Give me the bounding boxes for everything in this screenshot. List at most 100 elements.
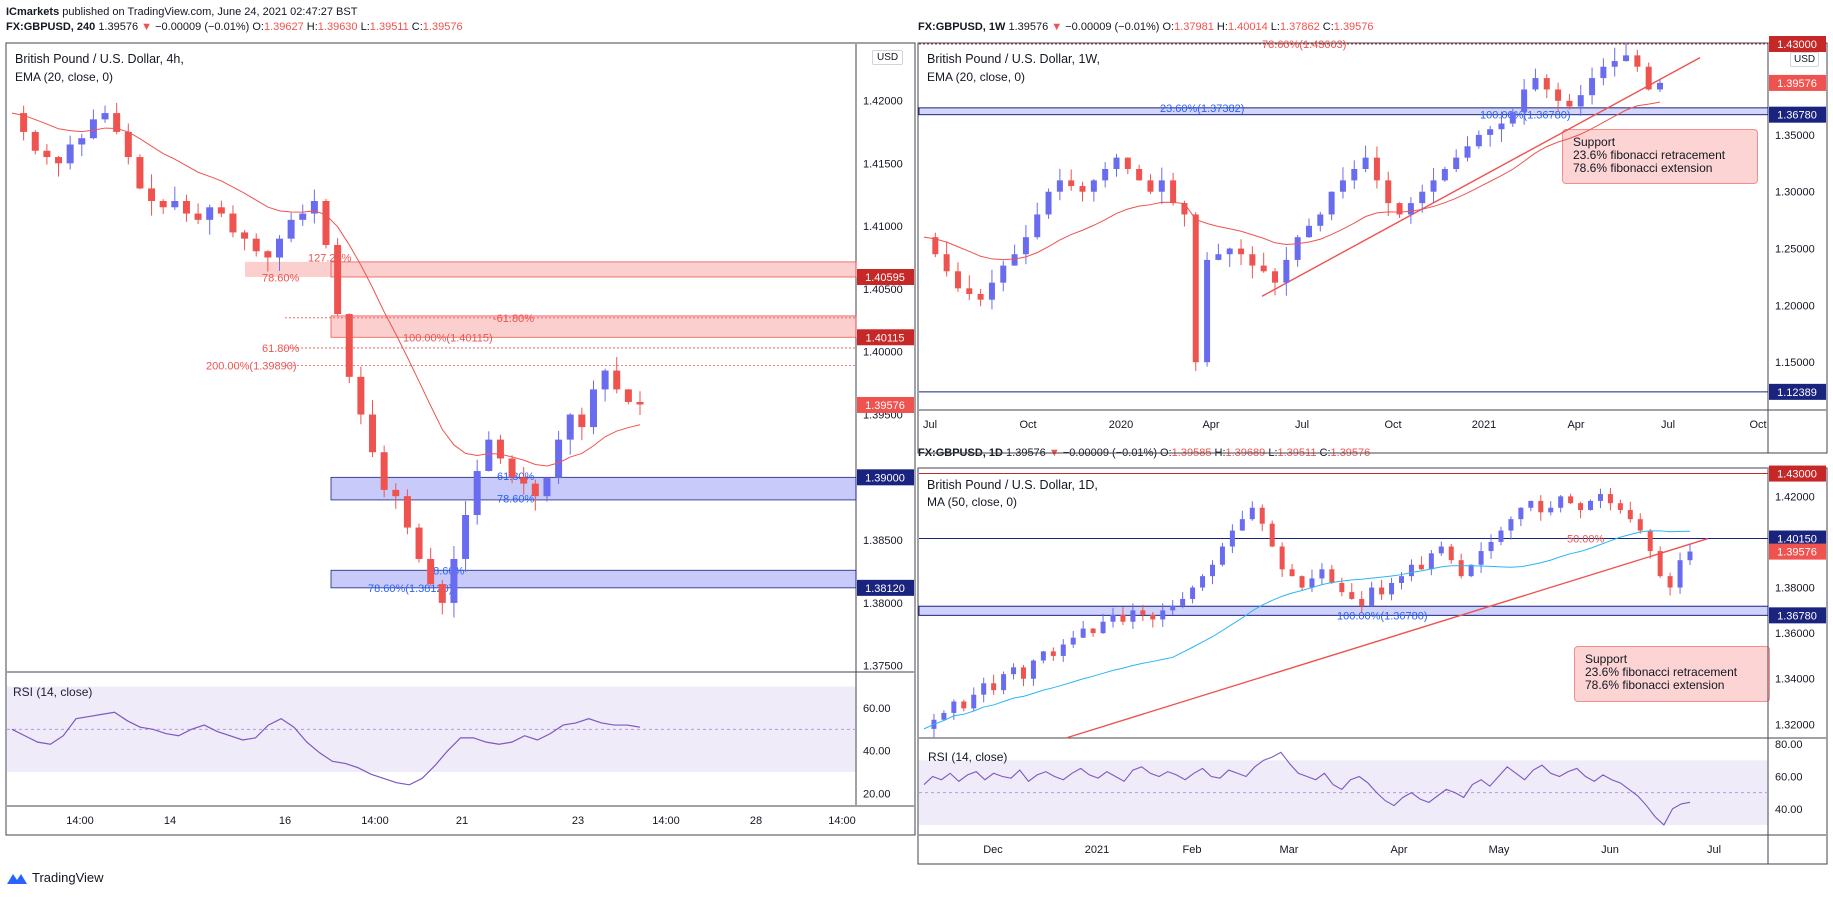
weekly-fib-label: 100.00%(1.36780) [1480, 110, 1571, 122]
left-zone [330, 315, 857, 338]
weekly-candle [1373, 157, 1380, 181]
weekly-candle [1215, 254, 1222, 260]
left-fib-label: 200.00%(1.39890) [206, 361, 297, 373]
weekly-candle [1068, 180, 1075, 187]
daily-annotation-line1: Support [1585, 652, 1628, 666]
left-candle [392, 489, 400, 497]
left-candle [380, 452, 388, 490]
weekly-xtick-label: 2020 [1109, 419, 1133, 431]
weekly-candle [1396, 203, 1403, 215]
left-candle [438, 584, 446, 603]
daily-candle [1448, 546, 1454, 561]
left-candle [275, 238, 283, 258]
weekly-candle [1158, 180, 1165, 192]
weekly-candle [1226, 248, 1233, 255]
tradingview-footer-text: TradingView [32, 870, 104, 885]
daily-candle [971, 694, 977, 709]
weekly-candle [1260, 265, 1267, 272]
daily-candle [1080, 628, 1086, 638]
daily-candle [1011, 667, 1017, 675]
daily-candle [981, 683, 987, 695]
weekly-fib-zone [918, 107, 1769, 116]
daily-candle [1399, 576, 1405, 583]
weekly-candle [1498, 123, 1505, 130]
weekly-price-tag-label: 1.12389 [1777, 387, 1817, 399]
left-candle [636, 401, 644, 405]
daily-candle [1558, 496, 1564, 508]
left-currency-badge[interactable]: USD [872, 50, 904, 65]
daily-candle [991, 683, 997, 691]
weekly-candle [1441, 169, 1448, 181]
left-fib-label: 61.80% [497, 471, 535, 483]
weekly-candle [1577, 95, 1584, 107]
left-candle [310, 201, 318, 214]
left-price-tag [857, 329, 914, 346]
left-candle [148, 188, 156, 201]
daily-xtick-label: Jun [1601, 844, 1619, 856]
left-fib-label: -61.80% [493, 313, 534, 325]
weekly-ytick-label: 1.25000 [1775, 244, 1815, 256]
daily-xtick-label: Jul [1707, 844, 1721, 856]
daily-candle [1518, 507, 1524, 520]
left-close: 1.39576 [422, 21, 463, 33]
weekly-candle [1385, 180, 1392, 204]
left-rsi-band [7, 686, 856, 772]
daily-candle [1548, 507, 1554, 513]
weekly-candle [1124, 157, 1131, 169]
left-price-tag-label: 1.40115 [866, 332, 905, 344]
left-ytick-label: 1.41000 [863, 221, 903, 233]
left-candle [601, 370, 609, 390]
weekly-support-annotation[interactable]: Support 23.6% fibonacci retracement 78.6… [1562, 129, 1758, 184]
weekly-candle [1600, 66, 1607, 79]
weekly-candle [1645, 66, 1652, 90]
left-candle [485, 439, 493, 472]
left-candle [589, 389, 597, 428]
daily-candle [1438, 546, 1444, 554]
tradingview-footer[interactable]: TradingView [6, 870, 104, 885]
daily-rsi-tick: 40.00 [1775, 804, 1803, 816]
left-fib-label: 100.00%(1.40115) [403, 332, 493, 344]
daily-price-tag-label: 1.40150 [1777, 534, 1817, 546]
daily-candle [1488, 541, 1494, 552]
left-candle [55, 157, 63, 164]
left-candle [508, 458, 516, 478]
left-candle [182, 201, 190, 214]
left-candle [89, 119, 97, 139]
weekly-price-tag-label: 1.36780 [1777, 110, 1817, 122]
daily-candle [1219, 546, 1225, 565]
daily-candle [1359, 598, 1365, 606]
left-candle [194, 213, 202, 220]
daily-candle [1667, 576, 1673, 588]
daily-price-tag [1769, 465, 1826, 482]
weekly-candle [1555, 89, 1562, 101]
left-ytick-label: 1.37500 [863, 661, 903, 673]
daily-candle [951, 701, 957, 713]
left-price-tag [857, 268, 914, 285]
daily-price-tag-label: 1.36780 [1777, 610, 1817, 622]
weekly-candle [1147, 180, 1154, 192]
weekly-currency-badge[interactable]: USD [1790, 52, 1820, 67]
left-symbol: FX:GBPUSD, 240 [6, 21, 96, 33]
weekly-candle [1430, 180, 1437, 192]
left-rsi-tick: 40.00 [863, 746, 891, 758]
left-price-tag-label: 1.39576 [865, 400, 905, 412]
left-fib-label: 78.60%(1.38120) [368, 583, 452, 595]
left-candle [345, 314, 353, 377]
weekly-candle [1022, 237, 1029, 255]
daily-candle [1478, 551, 1484, 565]
weekly-open: 1.37981 [1174, 21, 1214, 33]
daily-support-annotation[interactable]: Support 23.6% fibonacci retracement 78.6… [1574, 646, 1770, 702]
weekly-low: 1.37862 [1279, 21, 1320, 33]
weekly-candle [1351, 169, 1358, 181]
left-candle [171, 201, 179, 208]
left-rsi-tick: 60.00 [863, 703, 891, 715]
daily-xtick-label: Mar [1280, 844, 1299, 856]
tradingview-logo-icon [7, 873, 27, 884]
daily-candle [1607, 494, 1613, 504]
daily-candle [1130, 610, 1136, 622]
left-candle [520, 477, 528, 484]
daily-candle [1568, 496, 1574, 504]
weekly-xtick-label: Jul [923, 419, 937, 431]
weekly-candle [1034, 214, 1041, 238]
